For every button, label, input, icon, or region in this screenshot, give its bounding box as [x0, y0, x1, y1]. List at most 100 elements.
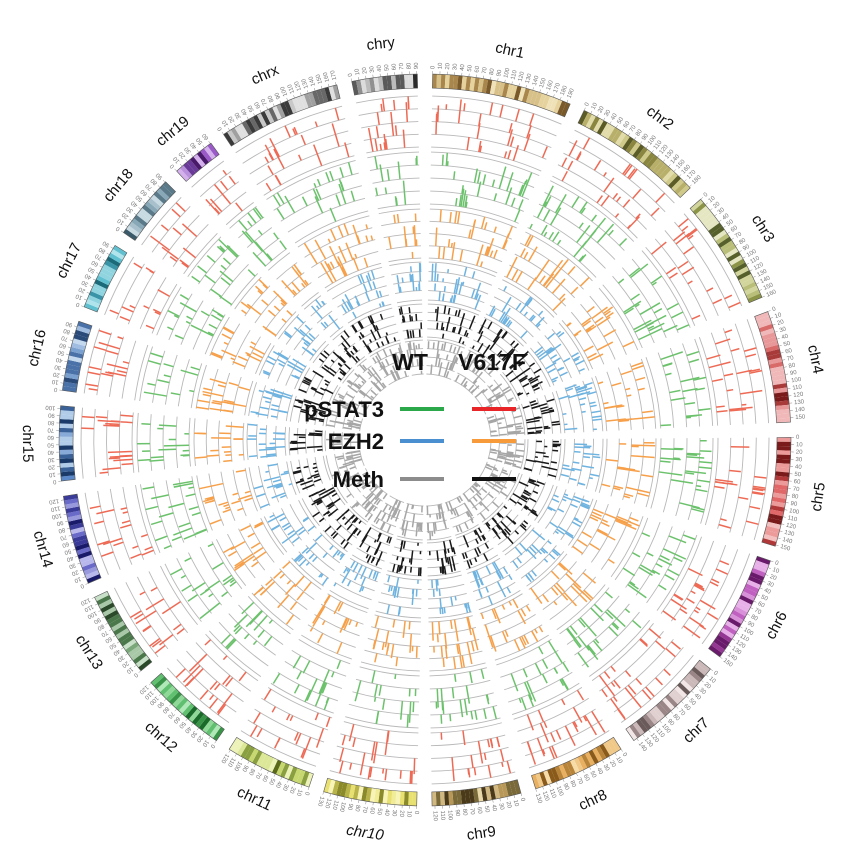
- marks-ezh2_wt-chry: [396, 262, 422, 293]
- tick-label: 160: [546, 79, 555, 91]
- ring-gridline: [152, 482, 173, 548]
- tick-mark: [743, 620, 747, 622]
- tick-label: 170: [330, 69, 338, 81]
- signal-mark: [435, 113, 438, 135]
- tick-label: 0: [75, 300, 81, 307]
- signal-mark: [312, 370, 324, 378]
- signal-mark: [542, 185, 554, 207]
- signal-mark: [535, 316, 545, 327]
- tick-mark: [202, 732, 205, 735]
- signal-mark: [564, 725, 576, 746]
- tick-mark: [553, 94, 555, 98]
- ring-gridline: [645, 246, 696, 326]
- ring-gridline: [473, 339, 506, 364]
- ring-gridline: [267, 388, 276, 419]
- tick-mark: [556, 781, 558, 785]
- tick-mark: [662, 159, 666, 163]
- signal-mark: [365, 275, 373, 291]
- signal-mark: [374, 138, 378, 152]
- ring-gridline: [563, 152, 657, 221]
- signal-mark: [329, 261, 335, 269]
- signal-mark: [458, 327, 462, 335]
- tick-label: 80: [149, 176, 158, 185]
- signal-mark: [339, 399, 351, 406]
- ring-meth_v617f-chr4: [521, 392, 562, 435]
- ring-gridline: [429, 650, 483, 660]
- tick-label: 150: [779, 544, 791, 553]
- signal-mark: [379, 313, 384, 320]
- signal-mark: [478, 589, 483, 598]
- tick-mark: [651, 150, 654, 153]
- signal-mark: [411, 316, 414, 322]
- signal-mark: [384, 138, 388, 150]
- signal-mark: [660, 424, 672, 427]
- signal-mark: [513, 343, 519, 349]
- tick-label: 70: [399, 62, 405, 70]
- signal-mark: [397, 283, 401, 293]
- signal-mark: [408, 701, 412, 723]
- ideogram-chr4: [754, 311, 791, 424]
- marks-meth_v617f-chr11: [359, 527, 392, 566]
- ring-gridline: [475, 581, 516, 602]
- signal-mark: [255, 412, 269, 417]
- signal-mark: [627, 684, 637, 695]
- signal-mark: [263, 688, 272, 701]
- signal-mark: [660, 448, 683, 451]
- signal-mark: [318, 669, 330, 694]
- ring-gridline: [555, 390, 566, 434]
- ring-pstat3_v617f-chr19: [191, 160, 254, 226]
- ring-gridline: [585, 438, 594, 490]
- signal-mark: [502, 318, 508, 325]
- signal-mark: [678, 218, 689, 228]
- ring-gridline: [332, 329, 346, 341]
- signal-mark: [578, 397, 587, 401]
- tick-label: 160: [323, 71, 332, 83]
- signal-mark: [449, 298, 452, 303]
- ring-gridline: [289, 504, 310, 535]
- signal-mark: [601, 688, 608, 698]
- ring-gridline: [264, 302, 288, 331]
- tick-mark: [253, 113, 256, 117]
- ring-gridline: [276, 355, 291, 383]
- ideogram-band: [123, 228, 138, 241]
- signal-mark: [669, 389, 681, 394]
- signal-mark: [572, 545, 584, 555]
- ideogram-band: [481, 786, 488, 802]
- signal-mark: [473, 767, 477, 776]
- signal-mark: [497, 512, 504, 519]
- signal-mark: [294, 270, 308, 287]
- tick-label: 90: [155, 171, 164, 180]
- signal-mark: [558, 394, 570, 400]
- ring-gridline: [380, 592, 422, 600]
- signal-mark: [260, 503, 270, 509]
- signal-mark: [462, 341, 465, 345]
- ideogram-band: [680, 679, 694, 693]
- marks-pstat3_v617f-chr12: [175, 639, 247, 716]
- signal-mark: [592, 640, 603, 652]
- ideogram-band: [761, 538, 777, 547]
- signal-mark: [509, 364, 514, 369]
- signal-mark: [404, 370, 408, 377]
- ideogram-band: [440, 791, 445, 806]
- ring-gridline: [296, 427, 299, 455]
- signal-mark: [572, 498, 581, 504]
- signal-mark: [277, 594, 290, 609]
- signal-mark: [591, 415, 602, 419]
- signal-mark: [743, 347, 757, 353]
- ring-gridline: [267, 350, 283, 379]
- signal-mark: [472, 496, 478, 502]
- ring-gridline: [230, 273, 259, 307]
- signal-mark: [339, 434, 351, 437]
- ring-gridline: [164, 354, 178, 405]
- signal-mark: [333, 600, 342, 615]
- tick-label: 60: [254, 100, 263, 109]
- ring-gridline: [427, 320, 473, 331]
- signal-mark: [506, 586, 512, 594]
- ring-gridline: [483, 317, 524, 347]
- signal-mark: [476, 181, 482, 197]
- signal-mark: [517, 392, 521, 396]
- signal-mark: [228, 382, 239, 387]
- signal-mark: [582, 572, 596, 584]
- ring-gridline: [458, 533, 485, 547]
- tick-mark: [313, 87, 316, 91]
